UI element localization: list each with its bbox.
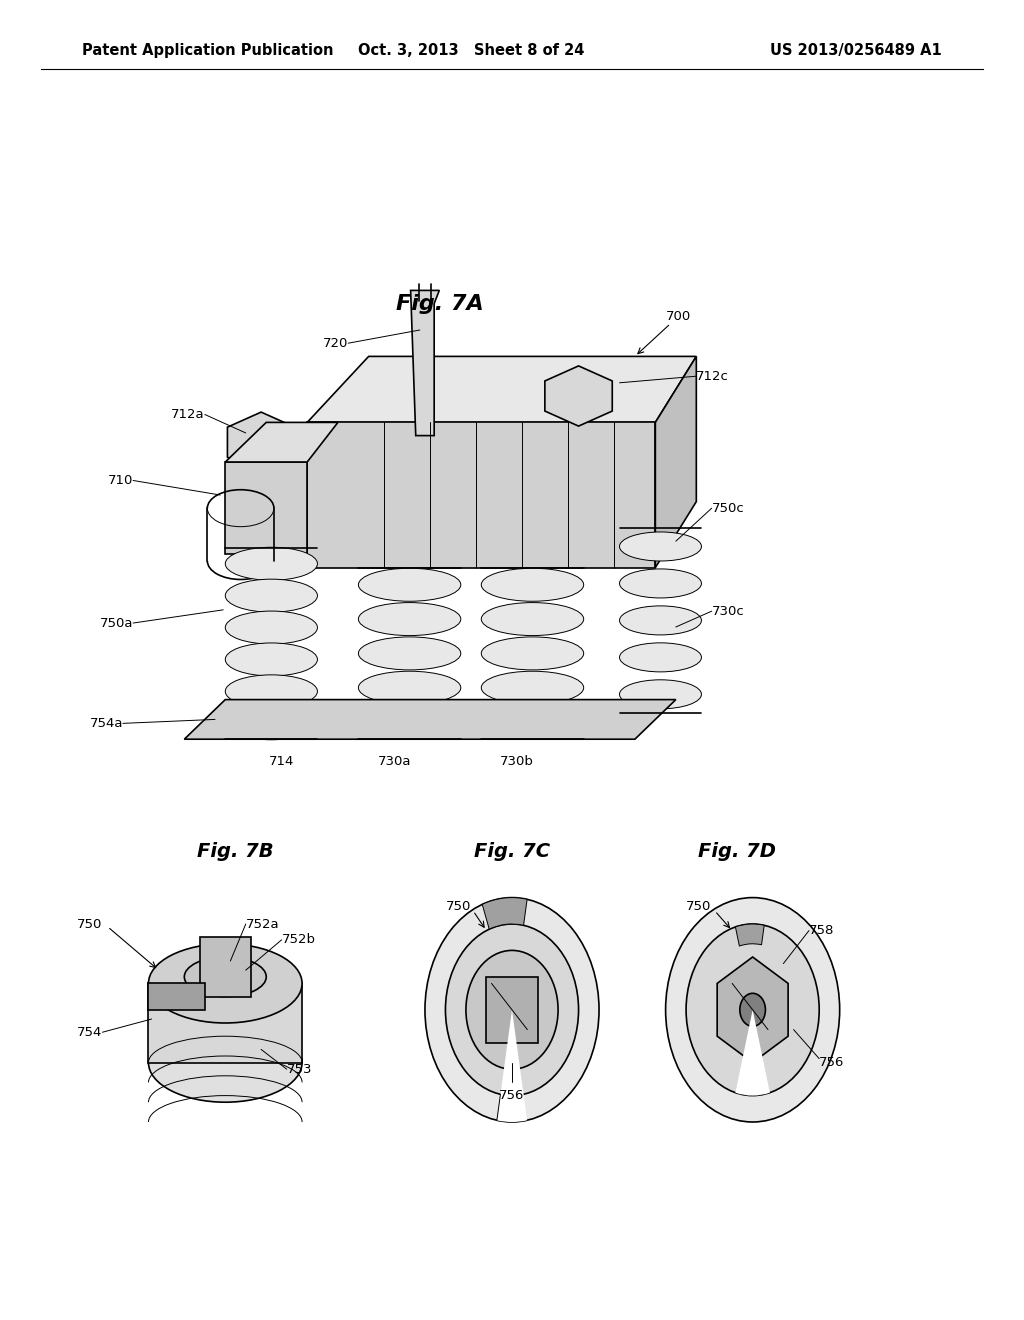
Ellipse shape bbox=[148, 944, 302, 1023]
Polygon shape bbox=[307, 422, 655, 568]
Ellipse shape bbox=[620, 569, 701, 598]
Ellipse shape bbox=[481, 602, 584, 636]
Text: Fig. 7D: Fig. 7D bbox=[698, 842, 776, 861]
Ellipse shape bbox=[225, 643, 317, 676]
Ellipse shape bbox=[620, 532, 701, 561]
Ellipse shape bbox=[739, 993, 765, 1027]
Text: 712c: 712c bbox=[696, 370, 729, 383]
Text: 750c: 750c bbox=[712, 502, 744, 515]
Text: 730c: 730c bbox=[712, 605, 744, 618]
Text: 758: 758 bbox=[809, 924, 835, 937]
Text: 730b: 730b bbox=[500, 755, 535, 768]
Polygon shape bbox=[148, 983, 205, 1010]
Polygon shape bbox=[225, 462, 307, 554]
Text: 754: 754 bbox=[77, 1026, 102, 1039]
Wedge shape bbox=[735, 1010, 770, 1096]
Ellipse shape bbox=[184, 957, 266, 997]
Wedge shape bbox=[482, 898, 527, 929]
Text: US 2013/0256489 A1: US 2013/0256489 A1 bbox=[770, 42, 942, 58]
Ellipse shape bbox=[666, 898, 840, 1122]
Polygon shape bbox=[200, 937, 251, 997]
Text: 752b: 752b bbox=[282, 933, 315, 946]
Ellipse shape bbox=[481, 705, 584, 739]
Text: 720: 720 bbox=[323, 337, 348, 350]
Ellipse shape bbox=[481, 636, 584, 671]
Text: Fig. 7B: Fig. 7B bbox=[198, 842, 273, 861]
Ellipse shape bbox=[620, 680, 701, 709]
Wedge shape bbox=[497, 1010, 527, 1122]
Ellipse shape bbox=[445, 924, 579, 1096]
Wedge shape bbox=[735, 924, 764, 946]
Ellipse shape bbox=[686, 924, 819, 1096]
Polygon shape bbox=[717, 957, 788, 1063]
Polygon shape bbox=[184, 700, 676, 739]
Ellipse shape bbox=[620, 606, 701, 635]
Ellipse shape bbox=[425, 898, 599, 1122]
Ellipse shape bbox=[225, 548, 317, 581]
Polygon shape bbox=[655, 356, 696, 568]
Text: 730a: 730a bbox=[378, 755, 411, 768]
Text: 750: 750 bbox=[686, 900, 712, 913]
Text: 756: 756 bbox=[819, 1056, 845, 1069]
Text: 714: 714 bbox=[269, 755, 294, 768]
Ellipse shape bbox=[358, 569, 461, 602]
Ellipse shape bbox=[466, 950, 558, 1069]
Ellipse shape bbox=[481, 671, 584, 705]
Text: 750: 750 bbox=[445, 900, 471, 913]
Ellipse shape bbox=[358, 636, 461, 671]
Ellipse shape bbox=[148, 1023, 302, 1102]
Text: 712a: 712a bbox=[171, 408, 205, 421]
Polygon shape bbox=[545, 366, 612, 426]
FancyBboxPatch shape bbox=[486, 977, 538, 1043]
Text: 753: 753 bbox=[287, 1063, 312, 1076]
Ellipse shape bbox=[358, 602, 461, 636]
Ellipse shape bbox=[358, 705, 461, 739]
Ellipse shape bbox=[225, 579, 317, 612]
Polygon shape bbox=[225, 422, 338, 462]
Text: 710: 710 bbox=[108, 474, 133, 487]
Text: Fig. 7A: Fig. 7A bbox=[396, 293, 484, 314]
Ellipse shape bbox=[225, 675, 317, 708]
Text: 754a: 754a bbox=[89, 717, 123, 730]
Text: Fig. 7C: Fig. 7C bbox=[474, 842, 550, 861]
Polygon shape bbox=[307, 356, 696, 422]
Ellipse shape bbox=[620, 643, 701, 672]
Text: 750: 750 bbox=[77, 917, 102, 931]
Ellipse shape bbox=[225, 611, 317, 644]
Ellipse shape bbox=[358, 671, 461, 705]
Text: 756: 756 bbox=[500, 1089, 524, 1102]
Ellipse shape bbox=[481, 569, 584, 602]
Polygon shape bbox=[411, 290, 439, 436]
Ellipse shape bbox=[225, 706, 317, 739]
Text: 752a: 752a bbox=[246, 917, 280, 931]
Text: 700: 700 bbox=[666, 310, 691, 323]
Text: Patent Application Publication: Patent Application Publication bbox=[82, 42, 334, 58]
Text: 750a: 750a bbox=[99, 616, 133, 630]
Text: Oct. 3, 2013   Sheet 8 of 24: Oct. 3, 2013 Sheet 8 of 24 bbox=[357, 42, 585, 58]
Polygon shape bbox=[227, 412, 295, 473]
Polygon shape bbox=[148, 983, 302, 1063]
